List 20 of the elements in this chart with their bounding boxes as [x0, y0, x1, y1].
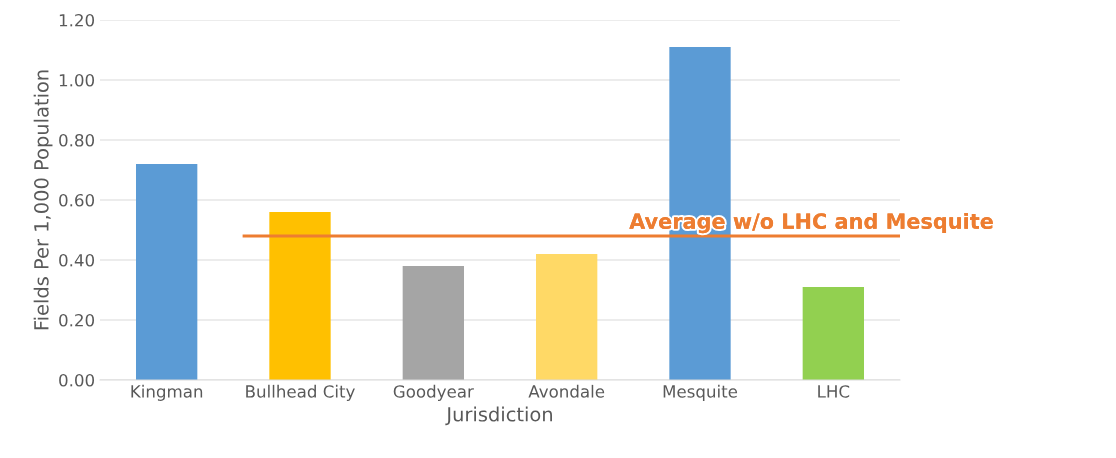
x-tick-label: Avondale: [528, 384, 605, 398]
y-tick-label: 0.40: [59, 253, 95, 267]
y-tick-label: 0.00: [59, 373, 95, 387]
y-tick-label: 0.20: [59, 313, 95, 327]
y-axis-title: Fields Per 1,000 Population: [33, 70, 53, 330]
y-tick-label: 1.00: [59, 73, 95, 87]
x-tick-label: Mesquite: [663, 384, 738, 401]
x-tick-label: Kingman: [131, 384, 203, 401]
bar: [269, 212, 331, 380]
y-tick-label: 0.60: [59, 193, 95, 207]
x-tick-label: Goodyear: [393, 384, 474, 401]
x-tick-label: LHC: [818, 385, 850, 398]
x-tick-label: Bullhead City: [246, 384, 355, 401]
bar: [402, 266, 464, 380]
bar: [802, 287, 864, 380]
x-axis-title: Jurisdiction: [445, 406, 552, 426]
bar: [536, 254, 598, 380]
y-tick-label: 0.80: [59, 133, 95, 147]
bar: [136, 164, 198, 380]
y-tick-label: 1.20: [59, 13, 95, 27]
